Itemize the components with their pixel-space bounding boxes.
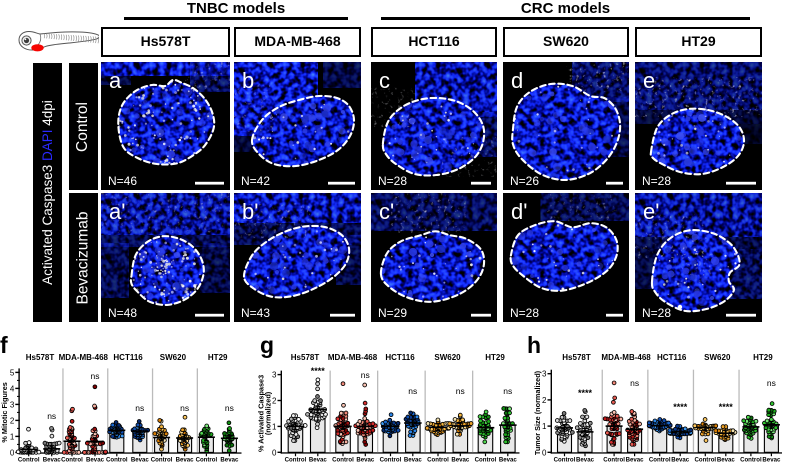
svg-text:Control: Control <box>380 457 402 462</box>
svg-text:d: d <box>511 68 523 93</box>
svg-text:0: 0 <box>10 448 15 457</box>
svg-text:HT29: HT29 <box>753 353 773 362</box>
svg-text:% Activated Caspase3: % Activated Caspase3 <box>257 375 266 452</box>
svg-text:MDA-MB-468: MDA-MB-468 <box>328 353 378 362</box>
svg-text:Bevac: Bevac <box>451 457 470 462</box>
svg-text:N=26: N=26 <box>510 174 539 188</box>
svg-text:1: 1 <box>10 432 15 441</box>
svg-text:****: **** <box>311 366 326 376</box>
svg-text:SW620: SW620 <box>434 353 461 362</box>
svg-text:ns: ns <box>503 386 512 396</box>
svg-text:Bevac: Bevac <box>671 457 690 462</box>
svg-text:N=28: N=28 <box>378 174 407 188</box>
svg-text:N=43: N=43 <box>241 306 270 320</box>
svg-text:Control: Control <box>740 457 762 462</box>
svg-text:2: 2 <box>542 396 547 405</box>
svg-text:****: **** <box>673 402 688 412</box>
svg-text:N=28: N=28 <box>642 174 671 188</box>
svg-text:SW620: SW620 <box>704 353 731 362</box>
svg-text:(normalized): (normalized) <box>264 391 273 435</box>
svg-text:Control: Control <box>427 457 449 462</box>
svg-text:Bevac: Bevac <box>404 457 423 462</box>
svg-text:a: a <box>109 68 122 93</box>
svg-text:4: 4 <box>10 384 15 393</box>
svg-text:ns: ns <box>225 403 234 413</box>
svg-text:e': e' <box>643 199 659 224</box>
svg-text:c: c <box>379 68 390 93</box>
svg-text:% Mitotic Figures: % Mitotic Figures <box>0 382 9 442</box>
svg-text:Hs578T: Hs578T <box>562 353 591 362</box>
svg-text:Bevac: Bevac <box>131 457 150 462</box>
svg-text:HCT116: HCT116 <box>113 353 143 362</box>
svg-text:3: 3 <box>10 400 15 409</box>
svg-text:d': d' <box>511 199 527 224</box>
svg-text:Bevac: Bevac <box>86 457 105 462</box>
svg-text:3: 3 <box>542 370 547 379</box>
svg-text:Bevac: Bevac <box>499 457 518 462</box>
svg-text:Bevac: Bevac <box>43 457 62 462</box>
svg-text:ns: ns <box>47 411 56 421</box>
svg-text:0: 0 <box>542 448 547 457</box>
svg-text:Control: Control <box>196 457 218 462</box>
svg-text:Control: Control <box>151 457 173 462</box>
svg-text:ns: ns <box>630 378 639 388</box>
svg-text:Hs578T: Hs578T <box>291 353 320 362</box>
svg-text:c': c' <box>379 199 394 224</box>
svg-text:Control: Control <box>475 457 497 462</box>
svg-text:Control: Control <box>649 457 671 462</box>
svg-text:MDA-MB-468: MDA-MB-468 <box>59 353 109 362</box>
svg-text:N=42: N=42 <box>241 174 270 188</box>
svg-text:HCT116: HCT116 <box>385 353 415 362</box>
svg-text:Control: Control <box>285 457 307 462</box>
svg-text:Hs578T: Hs578T <box>26 353 55 362</box>
svg-text:Bevac: Bevac <box>626 457 645 462</box>
svg-text:Control: Control <box>61 457 83 462</box>
svg-text:Bevac: Bevac <box>356 457 375 462</box>
svg-text:N=28: N=28 <box>510 306 539 320</box>
svg-text:ns: ns <box>767 378 776 388</box>
svg-text:****: **** <box>719 402 734 412</box>
svg-text:Control: Control <box>106 457 128 462</box>
svg-text:ns: ns <box>135 403 144 413</box>
svg-text:1: 1 <box>272 422 277 431</box>
svg-text:2: 2 <box>10 416 15 425</box>
svg-text:N=46: N=46 <box>108 174 137 188</box>
svg-text:Control: Control <box>332 457 354 462</box>
svg-text:ns: ns <box>91 371 100 381</box>
svg-text:b': b' <box>242 199 258 224</box>
svg-text:Bevac: Bevac <box>762 457 781 462</box>
svg-text:Bevac: Bevac <box>220 457 239 462</box>
svg-text:HCT116: HCT116 <box>657 353 687 362</box>
svg-text:N=48: N=48 <box>108 306 137 320</box>
svg-text:HT29: HT29 <box>208 353 228 362</box>
svg-text:e: e <box>643 68 655 93</box>
svg-text:Tumor Size (normalized): Tumor Size (normalized) <box>533 370 542 455</box>
svg-text:ns: ns <box>180 403 189 413</box>
svg-text:a': a' <box>109 199 125 224</box>
svg-text:Bevac: Bevac <box>576 457 595 462</box>
svg-text:ns: ns <box>361 370 370 380</box>
svg-text:MDA-MB-468: MDA-MB-468 <box>601 353 651 362</box>
svg-text:Control: Control <box>603 457 625 462</box>
svg-text:Control: Control <box>554 457 576 462</box>
svg-text:ns: ns <box>456 386 465 396</box>
svg-text:Bevac: Bevac <box>717 457 736 462</box>
svg-text:3: 3 <box>272 371 277 380</box>
svg-text:ns: ns <box>408 386 417 396</box>
svg-text:0: 0 <box>272 448 277 457</box>
svg-text:****: **** <box>578 388 593 398</box>
svg-text:Control: Control <box>694 457 716 462</box>
svg-text:1: 1 <box>542 422 547 431</box>
svg-text:2: 2 <box>272 397 277 406</box>
svg-text:N=29: N=29 <box>378 306 407 320</box>
svg-text:Control: Control <box>18 457 40 462</box>
svg-text:SW620: SW620 <box>160 353 187 362</box>
svg-text:HT29: HT29 <box>485 353 505 362</box>
svg-text:N=28: N=28 <box>642 306 671 320</box>
svg-text:b: b <box>242 68 254 93</box>
svg-text:Bevac: Bevac <box>176 457 195 462</box>
svg-text:Bevac: Bevac <box>309 457 328 462</box>
svg-text:5: 5 <box>10 368 15 377</box>
